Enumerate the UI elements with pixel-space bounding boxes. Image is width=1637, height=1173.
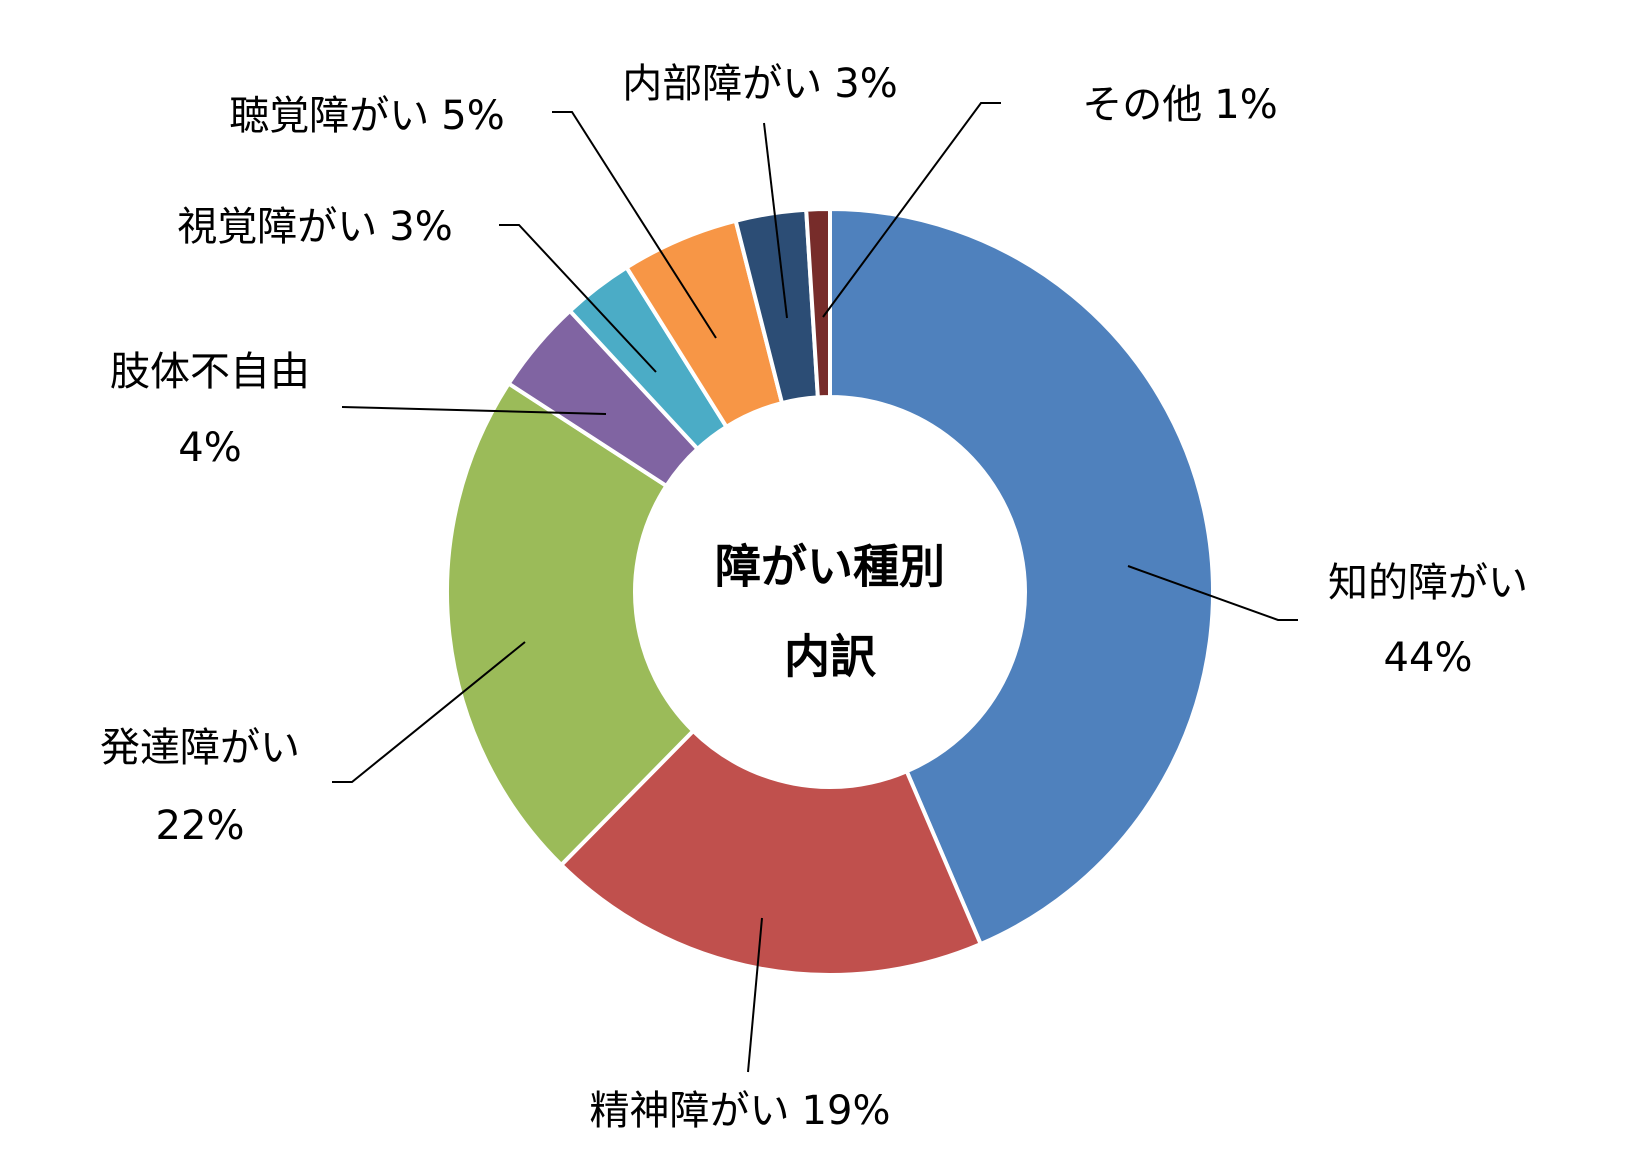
leader-line [822,102,1001,318]
donut-slice [558,728,984,977]
leader-line [332,641,526,783]
value-label: 5% [441,93,504,139]
donut-slice [828,206,1215,947]
value-label: 3% [834,61,897,107]
leader-line [341,406,607,415]
category-label: 発達障がい [100,725,300,771]
leader-line [747,917,763,1073]
value-label: 1% [1214,82,1277,128]
leader-line [763,122,788,319]
value-label: 4% [178,425,241,471]
value-label: 19% [802,1088,891,1134]
category-label: その他 [1082,82,1202,128]
center-label: 障がい種別 [715,540,945,594]
donut-slice [804,206,832,400]
slice-label: 視覚障がい 3% [177,204,452,250]
value-label: 22% [156,803,245,849]
category-label: 肢体不自由 [110,349,310,395]
value-label: 44% [1384,635,1473,681]
slice-label: 聴覚障がい 5% [229,93,504,139]
category-label: 精神障がい [590,1088,790,1134]
category-label: 知的障がい [1328,560,1528,606]
value-label: 3% [389,204,452,250]
slice-label: 精神障がい 19% [590,1088,891,1134]
leader-line [1127,565,1298,621]
leader-line [552,111,717,339]
slice-label: 内部障がい 3% [622,61,897,107]
donut-slice [445,380,697,868]
center-label: 内訳 [784,630,877,684]
category-label: 視覚障がい [177,204,377,250]
category-label: 聴覚障がい [229,93,429,139]
category-label: 内部障がい [622,61,822,107]
slice-label: その他 1% [1082,82,1277,128]
leader-line [499,224,657,373]
